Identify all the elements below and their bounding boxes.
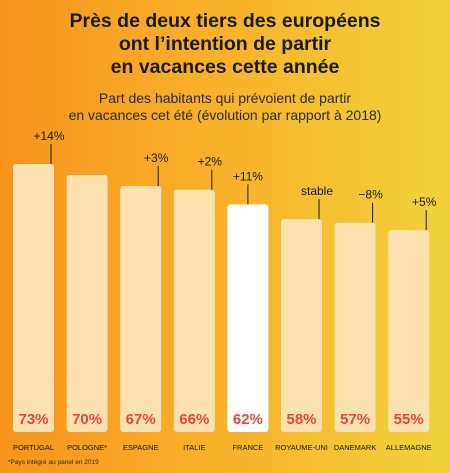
category-label: FRANCE bbox=[232, 443, 263, 452]
value-label: 62% bbox=[233, 411, 263, 428]
evolution-label: −8% bbox=[358, 188, 383, 202]
category-label: POLOGNE* bbox=[67, 443, 107, 452]
title-line: ont l’intention de partir bbox=[118, 33, 332, 55]
subtitle-line: en vacances cet été (évolution par rappo… bbox=[68, 107, 382, 123]
value-label: 73% bbox=[18, 411, 48, 428]
category-label: ESPAGNE bbox=[123, 443, 159, 452]
evolution-label: +11% bbox=[233, 169, 263, 183]
chart-title: Près de deux tiers des européens ont l’i… bbox=[0, 10, 450, 79]
category-label: PORTUGAL bbox=[13, 443, 54, 452]
evolution-label: +14% bbox=[33, 129, 64, 143]
bar-portugal bbox=[13, 164, 54, 432]
value-label: 55% bbox=[394, 411, 424, 428]
value-label: 70% bbox=[72, 411, 102, 428]
value-label: 66% bbox=[179, 411, 209, 428]
bar-italie bbox=[173, 189, 215, 432]
evolution-label: stable bbox=[301, 184, 333, 198]
category-label: ITALIE bbox=[183, 443, 205, 452]
category-label: ALLEMAGNE bbox=[386, 443, 432, 452]
subtitle-line: Part des habitants qui prévoient de part… bbox=[98, 90, 352, 106]
category-label: ROYAUME-UNI bbox=[275, 443, 328, 452]
footnote: *Pays intégré au panel en 2019 bbox=[8, 459, 99, 466]
evolution-label: +2% bbox=[198, 155, 223, 169]
evolution-label: +5% bbox=[412, 195, 437, 209]
category-label: DANEMARK bbox=[334, 443, 377, 452]
bar-espagne bbox=[120, 186, 162, 432]
bar-pologne bbox=[66, 175, 108, 432]
bar-allemagne bbox=[388, 230, 430, 432]
chart-subtitle: Part des habitants qui prévoient de part… bbox=[0, 90, 450, 124]
bar-danemark bbox=[334, 222, 376, 432]
bar-royaumeuni bbox=[281, 219, 322, 432]
evolution-label: +3% bbox=[144, 151, 169, 165]
title-line: en vacances cette année bbox=[110, 56, 340, 78]
title-line: Près de deux tiers des européens bbox=[69, 10, 381, 32]
value-label: 58% bbox=[286, 411, 316, 428]
bar-france bbox=[227, 204, 269, 432]
value-label: 57% bbox=[340, 411, 370, 428]
value-label: 67% bbox=[126, 411, 156, 428]
